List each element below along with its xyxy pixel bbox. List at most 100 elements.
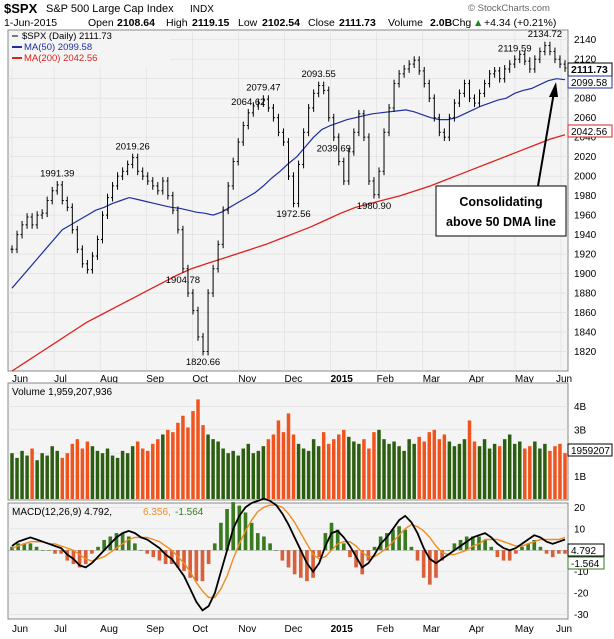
- macd-hist-bar: [514, 550, 518, 554]
- month-label: Dec: [285, 624, 303, 635]
- legend-price: $SPX (Daily) 2111.73: [22, 31, 112, 42]
- volume-bar: [191, 411, 195, 499]
- volume-bar: [90, 446, 95, 499]
- volume-bar: [306, 450, 311, 499]
- month-label: Nov: [238, 624, 256, 635]
- price-annotation: 1991.39: [40, 169, 74, 180]
- price-tick-label: 2040: [574, 133, 597, 144]
- macd-hist-bar: [206, 550, 211, 565]
- volume-bar: [261, 446, 266, 499]
- volume-bar: [50, 446, 54, 499]
- volume-bar: [130, 446, 135, 499]
- macd-hist-bar: [219, 522, 223, 551]
- volume-value: 2.0B: [430, 17, 453, 29]
- volume-bar: [196, 399, 200, 499]
- macd-hist-bar: [40, 550, 45, 551]
- ma200-tag: 2042.56: [571, 127, 608, 138]
- volume-bar: [286, 413, 291, 499]
- close-value: 2111.73: [339, 17, 376, 29]
- volume-bar: [256, 450, 261, 499]
- macd-hist-bar: [163, 550, 168, 565]
- month-label: Jun: [556, 374, 572, 385]
- price-tick-label: 2000: [574, 172, 597, 183]
- macd-hist-bar: [10, 546, 14, 551]
- volume-bar: [100, 453, 105, 499]
- macd-hist-bar: [249, 522, 254, 551]
- chg-value: +4.34 (+0.21%): [484, 17, 556, 29]
- legend-box: [10, 31, 170, 67]
- volume-bar: [422, 441, 426, 499]
- price-tick-label: 2140: [574, 35, 597, 46]
- macd-hist-bar: [96, 546, 100, 551]
- volume-tag: 1959207: [571, 446, 610, 457]
- macd-hist-bar: [188, 550, 193, 578]
- volume-panel-label: Volume 1,959,207,936: [12, 387, 113, 398]
- macd-hist-bar: [397, 526, 401, 551]
- volume-bar: [206, 434, 210, 499]
- brand-watermark: © StockCharts.com: [468, 3, 550, 14]
- month-label: Mar: [423, 624, 441, 635]
- macd-hist-bar: [22, 543, 27, 551]
- macd-label: MACD(12,26,9) 4.792,: [12, 507, 112, 518]
- macd-hist-bar: [225, 509, 229, 551]
- volume-bar: [337, 434, 341, 499]
- macd-hist-bar: [212, 543, 217, 551]
- volume-bar: [145, 450, 150, 499]
- macd-hist-bar: [83, 550, 88, 565]
- macd-hist-bar: [557, 550, 561, 554]
- macd-hist-bar: [268, 543, 272, 551]
- macd-hist-bar: [169, 550, 174, 565]
- volume-bar: [135, 441, 140, 499]
- macd-hist-bar: [34, 546, 39, 551]
- volume-bar: [301, 448, 306, 499]
- low-label: Low: [238, 17, 258, 29]
- macd-hist-bar: [151, 550, 156, 558]
- month-label: Aug: [100, 374, 118, 385]
- volume-bar: [156, 439, 160, 499]
- month-label: Apr: [469, 624, 485, 635]
- macd-hist-bar: [77, 550, 82, 568]
- volume-bar: [236, 455, 240, 499]
- macd-hist-bar: [341, 543, 346, 551]
- volume-bar: [487, 448, 492, 499]
- month-label: Apr: [469, 374, 485, 385]
- price-tick-label: 1820: [574, 347, 597, 358]
- volume-bar: [392, 441, 396, 499]
- macd-hist-bar: [409, 546, 414, 551]
- macd-hist-bar: [421, 550, 426, 578]
- macd-hist-bar: [274, 550, 279, 551]
- volume-bar: [417, 436, 421, 499]
- ma50-tag-box: [567, 75, 613, 89]
- month-label: May: [515, 374, 534, 385]
- price-tick-label: 1900: [574, 269, 597, 280]
- price-bars: [10, 41, 567, 356]
- volume-bar: [452, 446, 457, 499]
- macd-signal-line: [11, 504, 566, 599]
- volume-bar: [201, 425, 205, 499]
- volume-bar: [241, 448, 245, 499]
- macd-hist-bar: [194, 550, 199, 582]
- volume-bar: [151, 443, 155, 499]
- volume-bar: [442, 434, 447, 499]
- price-tags: 2111.73 2099.58 2042.56: [567, 62, 613, 138]
- exchange: INDX: [190, 4, 214, 15]
- month-label: Sep: [146, 374, 164, 385]
- macd-hist-bar: [348, 550, 352, 558]
- volume-bar: [45, 455, 49, 499]
- price-annotation: 2134.72: [528, 29, 562, 40]
- volume-bar: [563, 453, 567, 499]
- month-label: May: [515, 624, 534, 635]
- volume-bar: [246, 443, 251, 499]
- macd-hist-bar: [329, 522, 334, 551]
- month-label: Mar: [423, 374, 441, 385]
- volume-bar: [543, 443, 547, 499]
- volume-tag-box: [567, 443, 613, 457]
- ma200-line: [11, 134, 566, 372]
- macd-hist-bar: [360, 550, 365, 575]
- macd-hist-tag: -1.564: [571, 559, 600, 570]
- macd-hist-bar: [317, 550, 322, 558]
- macd-tag: 4.792: [571, 546, 596, 557]
- volume-bar: [311, 439, 316, 499]
- volume-bar: [467, 420, 472, 499]
- macd-tag-box: [567, 543, 605, 557]
